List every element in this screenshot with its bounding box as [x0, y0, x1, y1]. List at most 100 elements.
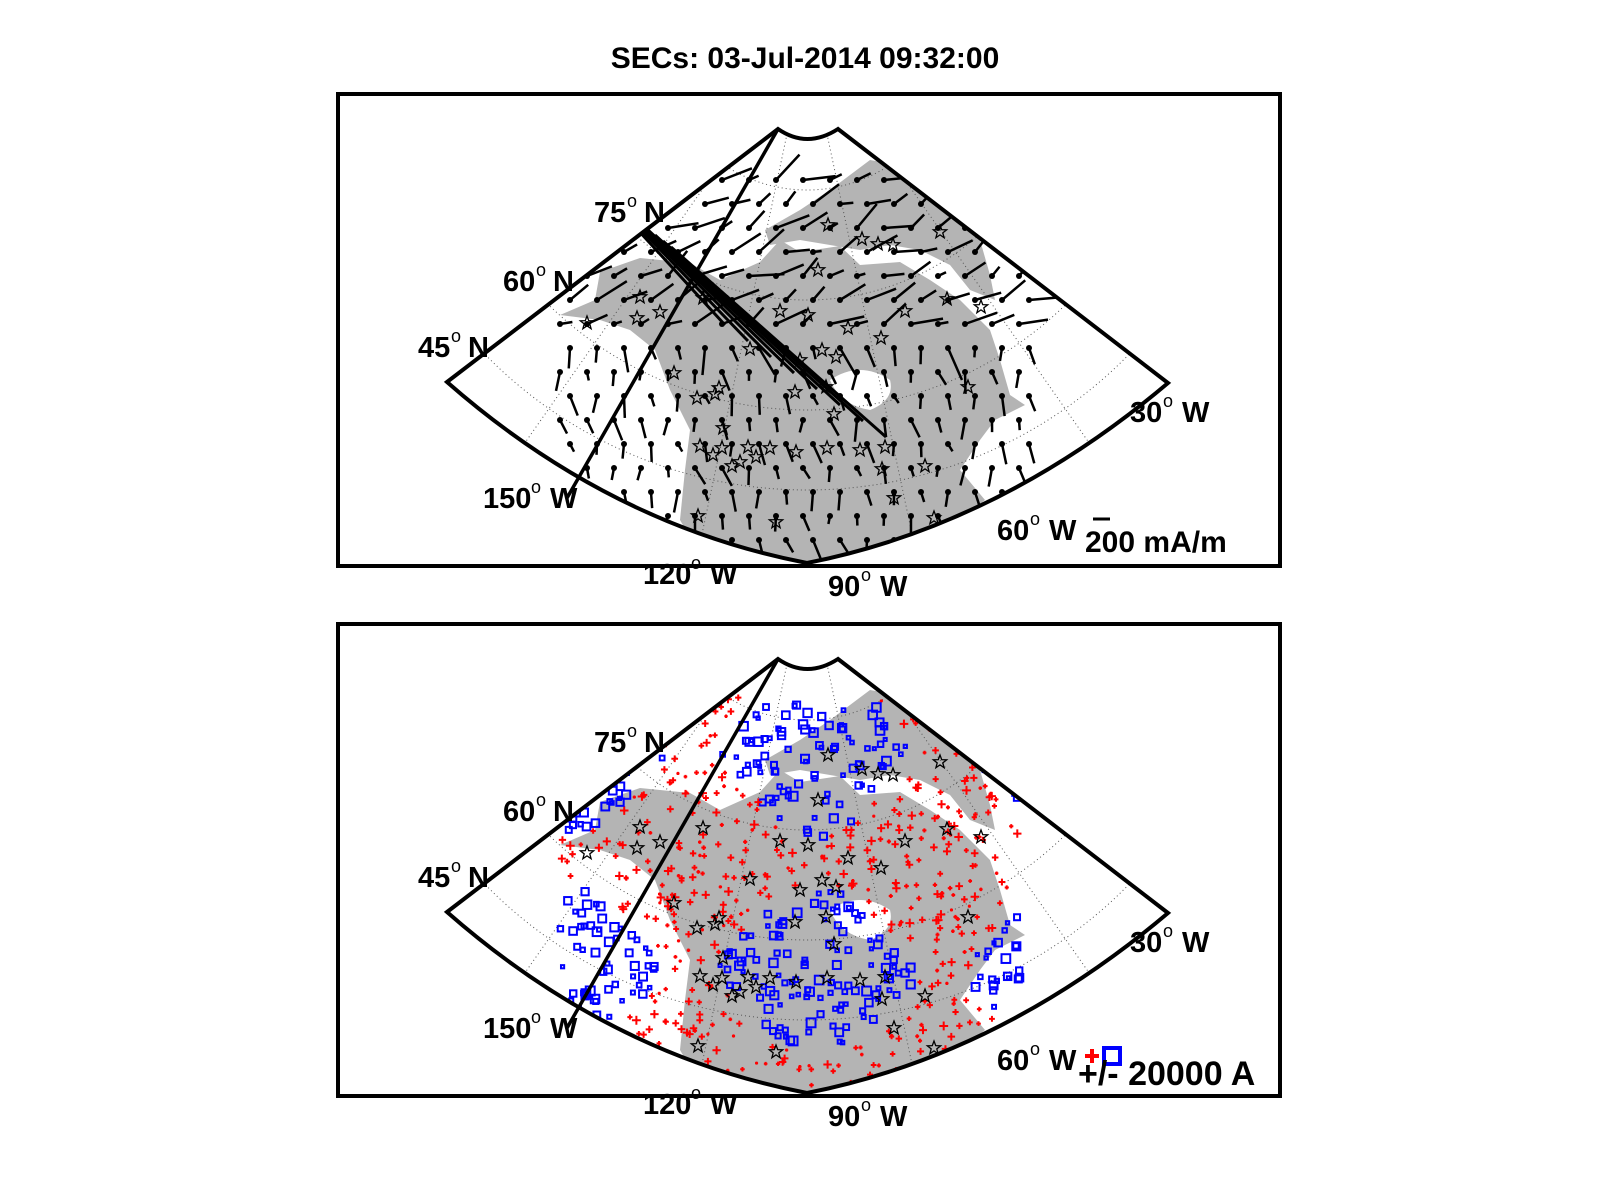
- vector-arrow: [937, 320, 949, 326]
- negative-marker: [768, 957, 779, 969]
- negative-marker: [993, 937, 1003, 948]
- vector-arrow: [893, 248, 922, 254]
- negative-marker: [804, 986, 812, 994]
- negative-marker: [580, 922, 588, 930]
- negative-marker: [836, 890, 845, 898]
- station-star: [851, 971, 869, 988]
- station-star: [694, 819, 712, 836]
- negative-marker: [630, 973, 637, 980]
- vector-arrow: [855, 467, 863, 477]
- station-star: [723, 987, 741, 1004]
- negative-marker: [868, 1014, 878, 1024]
- vector-arrow: [623, 290, 648, 302]
- vector-arrow: [838, 347, 857, 376]
- negative-marker: [776, 730, 787, 741]
- vector-arrow: [827, 515, 832, 525]
- map-boundary: [443, 656, 1172, 1096]
- vector-arrow: [856, 172, 872, 182]
- vector-arrow: [720, 515, 725, 530]
- negative-marker: [984, 947, 992, 955]
- station-star: [869, 765, 887, 782]
- station-star: [710, 379, 728, 396]
- negative-marker: [805, 1028, 813, 1036]
- vector-arrow: [758, 192, 772, 205]
- station-star: [710, 909, 728, 926]
- vector-arrow: [937, 271, 947, 278]
- vector-arrow: [568, 395, 579, 416]
- negative-marker: [733, 754, 740, 760]
- negative-marker: [803, 828, 813, 837]
- negative-marker: [785, 786, 792, 793]
- hemisphere-label: N: [468, 862, 489, 894]
- degree-symbol: o: [531, 1007, 541, 1027]
- vector-arrow: [893, 281, 916, 301]
- vector-arrow: [920, 247, 938, 254]
- station-star: [851, 441, 869, 458]
- vector-arrow: [947, 239, 974, 254]
- longitude-label: 60: [997, 515, 1029, 547]
- negative-marker: [763, 1003, 774, 1014]
- negative-marker: [775, 725, 782, 732]
- negative-marker: [739, 932, 748, 941]
- vector-arrow: [672, 491, 680, 513]
- negative-marker: [830, 906, 836, 912]
- station-star: [691, 967, 709, 984]
- vector-arrow: [720, 371, 731, 392]
- negative-marker: [847, 817, 856, 826]
- negative-marker: [868, 962, 875, 968]
- negative-marker: [741, 736, 750, 745]
- vector-arrow: [649, 443, 653, 462]
- vector-arrow: [784, 491, 789, 505]
- station-star: [959, 908, 977, 925]
- station-star: [741, 340, 759, 357]
- station-star: [938, 820, 956, 837]
- degree-symbol: o: [531, 477, 541, 497]
- latitude-label: 45: [418, 862, 450, 894]
- station-star: [916, 457, 934, 474]
- station-star: [884, 766, 902, 783]
- negative-marker: [787, 790, 799, 802]
- degree-symbol: o: [536, 790, 546, 810]
- meridian-line: [565, 658, 780, 1029]
- vector-arrow: [801, 467, 811, 480]
- hemisphere-label: N: [553, 796, 574, 828]
- negative-marker: [816, 1010, 825, 1019]
- negative-marker: [723, 965, 732, 974]
- hemisphere-label: W: [1049, 515, 1077, 547]
- station-star: [817, 908, 835, 925]
- vector-arrow: [865, 443, 876, 464]
- legend-label: +/- 20000 A: [1078, 1055, 1255, 1093]
- vector-arrow: [973, 491, 981, 506]
- negative-marker: [892, 991, 901, 999]
- station-star: [713, 439, 731, 456]
- vector-arrow: [554, 371, 562, 392]
- vector-arrow: [991, 265, 1001, 277]
- negative-marker: [590, 818, 601, 828]
- negative-marker: [833, 908, 841, 916]
- vector-arrow: [704, 196, 730, 206]
- station-star: [731, 453, 749, 470]
- negative-marker: [805, 1017, 817, 1029]
- negative-marker: [726, 948, 737, 960]
- negative-marker: [590, 947, 601, 958]
- vector-arrow: [558, 419, 569, 435]
- vector-arrow: [773, 371, 778, 383]
- station-star: [817, 378, 835, 395]
- station-star: [885, 489, 903, 506]
- station-star: [771, 832, 789, 849]
- station-star: [931, 753, 949, 770]
- negative-marker: [871, 702, 882, 713]
- vector-arrow: [758, 228, 785, 253]
- hemisphere-label: W: [710, 1089, 738, 1121]
- negative-marker: [802, 707, 813, 719]
- vector-arrow: [728, 443, 734, 457]
- vector-arrow: [883, 302, 907, 325]
- negative-marker: [800, 724, 811, 735]
- negative-marker: [827, 989, 834, 996]
- negative-marker: [777, 919, 788, 929]
- negative-marker: [592, 997, 600, 1005]
- negative-marker: [586, 921, 596, 930]
- vector-arrow: [640, 268, 663, 278]
- negative-marker: [747, 932, 755, 940]
